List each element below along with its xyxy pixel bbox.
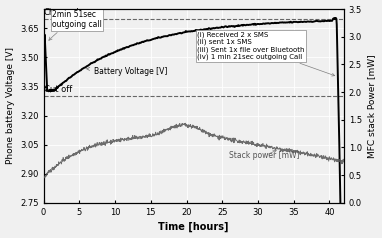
Y-axis label: MFC stack Power [mW]: MFC stack Power [mW] <box>367 54 376 158</box>
Text: Stack power [mW]: Stack power [mW] <box>230 150 300 160</box>
Text: 2min 51sec
outgoing call: 2min 51sec outgoing call <box>49 10 102 40</box>
Text: Battery Voltage [V]: Battery Voltage [V] <box>87 67 167 75</box>
Text: (i) Received 2 x SMS
(ii) sent 1x SMS
(iii) Sent 1x file over Bluetooth
(iv) 1 m: (i) Received 2 x SMS (ii) sent 1x SMS (i… <box>197 31 335 76</box>
Y-axis label: Phone battery Voltage [V]: Phone battery Voltage [V] <box>6 47 15 164</box>
Text: Cut off: Cut off <box>44 85 72 94</box>
Text: Charged: Charged <box>44 8 79 17</box>
X-axis label: Time [hours]: Time [hours] <box>159 222 229 233</box>
